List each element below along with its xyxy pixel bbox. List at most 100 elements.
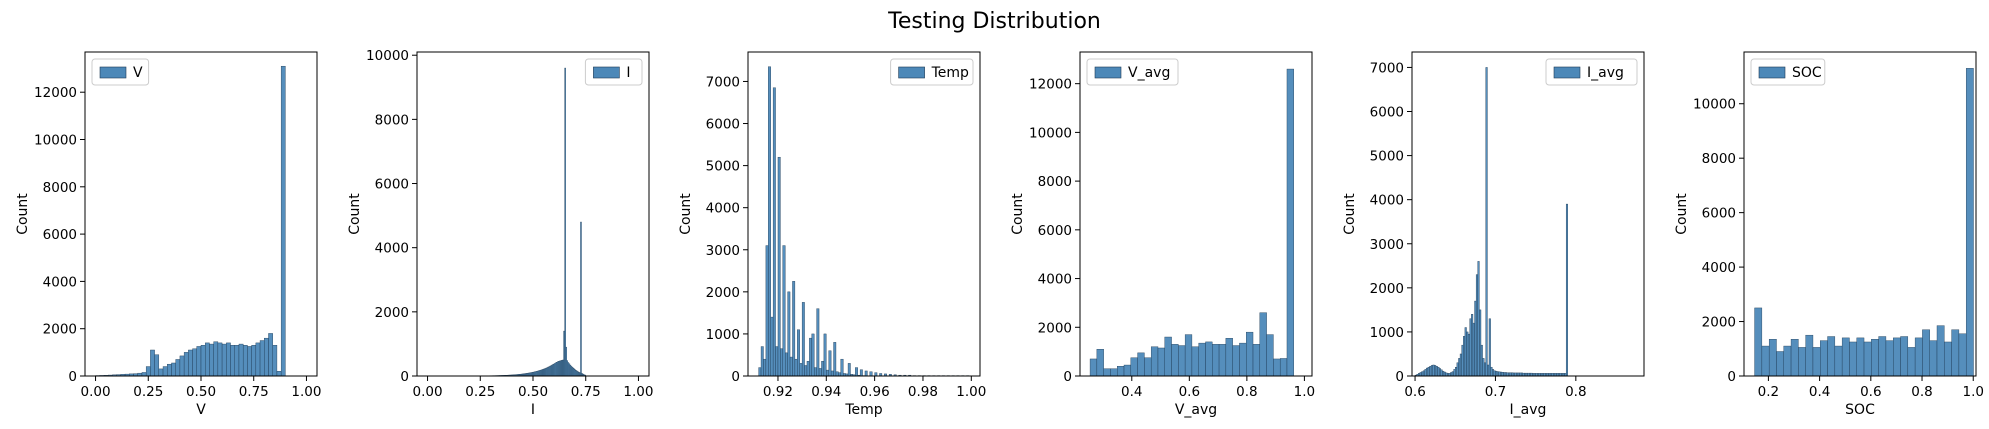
histogram-bar	[1871, 339, 1879, 377]
histogram-bar	[789, 356, 793, 377]
x-tick-label: 0.94	[811, 384, 841, 400]
histogram-bar	[1477, 261, 1480, 377]
histogram-bar	[1488, 318, 1491, 377]
histogram-bar	[179, 355, 185, 377]
histogram-bar	[200, 345, 206, 377]
histogram-bar	[1482, 358, 1485, 377]
histogram-bar	[816, 308, 820, 377]
histogram-bar	[1474, 300, 1477, 377]
y-tick-label: 7000	[1370, 60, 1404, 76]
histogram-bar	[158, 368, 164, 377]
histogram-bar	[259, 340, 265, 377]
x-tick-label: 0.4	[1809, 384, 1830, 400]
histogram-bar	[1914, 337, 1923, 377]
legend-swatch	[898, 66, 925, 79]
x-tick-label: 0.75	[239, 384, 269, 400]
histogram-bar	[1951, 329, 1960, 377]
histogram-panel-i_avg: 0.6 0.7 0.8 0 1000 2000 3000 4000 5000 6000 7000 I_…	[1342, 51, 1645, 418]
histogram-bar	[794, 358, 798, 377]
legend: V	[91, 58, 150, 86]
y-tick-label: 8000	[375, 112, 409, 128]
histogram-bar	[1504, 372, 1507, 377]
plot-frame	[747, 51, 981, 377]
histogram-bar	[847, 363, 851, 377]
histogram-bar	[564, 67, 566, 377]
x-tick-label: 0.8	[1911, 384, 1932, 400]
y-tick-label: 0	[1395, 369, 1404, 385]
histogram-bar	[1783, 345, 1792, 377]
histogram-bar	[1464, 327, 1467, 377]
y-axis-label: Count	[678, 193, 694, 235]
plot-frame	[1079, 51, 1313, 377]
histogram-bar	[797, 329, 800, 377]
histogram-bar	[830, 370, 834, 377]
histogram-bar	[1426, 367, 1429, 377]
x-tick-label: 0.50	[518, 384, 548, 400]
x-axis-label: SOC	[1845, 402, 1875, 418]
histogram-bar	[1827, 336, 1836, 377]
histogram-bars	[1754, 68, 1974, 377]
y-axis-label: Count	[347, 193, 363, 235]
x-tick-label: 0.96	[860, 384, 890, 400]
y-tick-label: 10000	[366, 48, 409, 64]
histogram-bar	[1137, 352, 1145, 377]
histogram-bar	[1286, 68, 1294, 377]
y-tick-label: 10000	[1693, 97, 1736, 113]
y-tick-label: 7000	[706, 74, 740, 90]
histogram-panel-v: 0.00 0.25 0.50 0.75 1.00 0 2000 4000 6000 8000 100…	[15, 51, 321, 418]
y-tick-label: 0	[68, 369, 77, 385]
histogram-bar	[1273, 358, 1281, 377]
histogram-bar	[1495, 370, 1498, 377]
histogram-bar	[171, 362, 176, 377]
histogram-bar	[1438, 368, 1441, 377]
histogram-bar	[247, 346, 252, 377]
y-tick-label: 10000	[34, 133, 77, 149]
histogram-bar	[1466, 331, 1469, 377]
histogram-bars	[1089, 68, 1294, 377]
histogram-bar	[804, 365, 808, 377]
legend-swatch	[1553, 66, 1581, 79]
plot-frame	[1411, 51, 1645, 377]
y-tick-label: 4000	[706, 201, 740, 217]
y-tick-label: 8000	[1702, 151, 1736, 167]
y-tick-label: 12000	[1029, 77, 1072, 93]
y-tick-label: 6000	[1370, 105, 1404, 121]
histogram-bar	[1435, 366, 1438, 377]
histogram-bar	[864, 370, 868, 377]
figure-title: Testing Distribution	[887, 9, 1101, 34]
histogram-panel-soc: 0.2 0.4 0.6 0.8 1.0 0 2000 4000 6000 8000 10000 SOC…	[1674, 51, 1984, 418]
y-tick-label: 4000	[375, 241, 409, 257]
histogram-bar	[768, 66, 771, 377]
y-axis-label: Count	[15, 193, 31, 235]
x-tick-label: 0.6	[1404, 384, 1425, 400]
histogram-bar	[1164, 336, 1172, 377]
histogram-bar	[1443, 371, 1446, 377]
histogram-bar	[1834, 345, 1843, 377]
y-tick-label: 0	[400, 369, 409, 385]
histogram-bar	[1565, 203, 1568, 377]
legend-label: I_avg	[1587, 65, 1624, 81]
y-tick-label: 4000	[1370, 193, 1404, 209]
histogram-bar	[1130, 357, 1138, 377]
x-tick-label: 0.6	[1860, 384, 1881, 400]
legend-label: I	[626, 65, 630, 81]
histogram-bar	[217, 342, 223, 377]
histogram-bar	[1863, 341, 1872, 377]
y-tick-label: 2000	[1702, 315, 1736, 331]
histogram-bar	[777, 156, 781, 377]
histogram-bar	[145, 366, 151, 377]
histogram-bar	[1492, 369, 1495, 377]
histogram-bar	[1442, 370, 1445, 377]
legend: SOC	[1750, 58, 1826, 86]
y-tick-label: 12000	[34, 85, 77, 101]
histogram-bar	[1455, 366, 1458, 377]
histogram-bar	[1424, 369, 1427, 377]
histogram-bar	[1820, 340, 1828, 377]
histogram-bar	[1776, 351, 1784, 377]
histogram-bar	[162, 366, 168, 377]
x-tick-label: 1.0	[1962, 384, 1983, 400]
histogram-bar	[1205, 341, 1213, 377]
legend: Temp	[890, 58, 974, 86]
histogram-bar	[1437, 366, 1440, 377]
y-tick-label: 6000	[1702, 206, 1736, 222]
